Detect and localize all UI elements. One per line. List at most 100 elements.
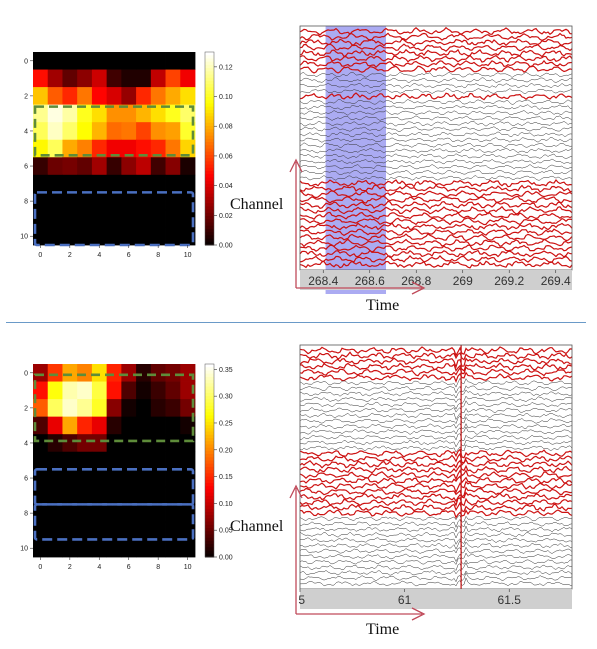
eeg-trace-highlighted [299, 497, 573, 507]
colorbar-segment [205, 151, 214, 156]
colorbar-segment [205, 171, 214, 175]
heatmap-cell [33, 451, 49, 470]
heatmap-cell [150, 104, 166, 123]
colorbar-segment [205, 466, 214, 471]
heatmap-cell [33, 174, 49, 193]
blue-dashed-box [33, 467, 195, 506]
colorbar-segment [205, 373, 214, 378]
heatmap-cell [47, 539, 63, 558]
heatmap-y-tick: 0 [24, 370, 28, 377]
heatmap-cell [165, 434, 181, 453]
eeg-trace-highlighted [299, 48, 573, 58]
heatmap-cell [136, 174, 152, 193]
heatmap-cell [33, 434, 49, 453]
heatmap-cell [180, 469, 196, 488]
eeg-trace [299, 131, 573, 138]
colorbar-segment [205, 180, 214, 185]
heatmap-cell [91, 227, 108, 246]
colorbar-segment [205, 489, 214, 494]
heatmap-y-tick: 6 [24, 476, 28, 483]
colorbar-segment [205, 209, 214, 214]
heatmap-cell [121, 451, 137, 470]
colorbar-tick: 0.02 [219, 213, 233, 220]
heatmap-cell [62, 157, 78, 176]
eeg-x-tick: 61 [398, 593, 412, 607]
heatmap-cell [91, 434, 108, 453]
eeg-trace [299, 539, 573, 550]
heatmap-cell [150, 209, 166, 228]
heatmap-cell [150, 486, 166, 505]
heatmap-cell [47, 122, 63, 141]
heatmap-cell [136, 192, 152, 211]
colorbar-segment [205, 68, 214, 72]
heatmap-cell [47, 52, 63, 70]
colorbar-tick: 0.10 [219, 94, 233, 101]
colorbar-tick: 0.10 [219, 501, 233, 508]
colorbar-segment [205, 454, 214, 458]
colorbar-tick: 0.12 [219, 64, 233, 71]
heatmap-cell [91, 139, 108, 158]
heatmap-cell [180, 209, 196, 228]
heatmap-cell [150, 434, 166, 453]
eeg-trace [299, 407, 573, 414]
heatmap-cell [180, 122, 196, 141]
heatmap-cell [33, 486, 49, 505]
heatmap-cell [47, 416, 63, 435]
eeg-trace [299, 426, 573, 435]
colorbar-frame [204, 51, 215, 246]
heatmap-y-tick: 0 [24, 58, 28, 65]
heatmap-cell [150, 539, 166, 558]
eeg-trace [299, 577, 573, 587]
heatmap-cell [121, 364, 137, 382]
eeg-trace-highlighted [299, 238, 573, 248]
colorbar-segment [205, 392, 214, 397]
heatmap-cell [91, 504, 108, 523]
heatmap-cell [91, 469, 108, 488]
eeg-trace [299, 164, 573, 170]
heatmap-cell [47, 504, 63, 523]
colorbar-segment [205, 537, 214, 542]
colorbar-segment [205, 470, 214, 474]
colorbar-segment [205, 142, 214, 146]
heatmap-y-tick: 6 [24, 164, 28, 171]
heatmap-cell [165, 157, 181, 176]
heatmap-cell [91, 209, 108, 228]
heatmap-cell [180, 69, 196, 88]
heatmap-cell [136, 486, 152, 505]
eeg-trace [299, 444, 573, 453]
eeg-x-tick: 269.4 [541, 274, 571, 288]
colorbar-segment [205, 52, 214, 56]
colorbar-segment [205, 544, 214, 548]
eeg-trace [299, 115, 573, 121]
heatmap-cell [121, 381, 137, 400]
heatmap-cell [62, 192, 78, 211]
heatmap-cell [77, 486, 93, 505]
colorbar-segment [205, 87, 214, 92]
eeg-trace-highlighted [299, 459, 573, 469]
heatmap-cell [121, 469, 137, 488]
heatmap-cell [150, 451, 166, 470]
eeg-x-tick: 268.6 [355, 274, 385, 288]
heatmap-y-tick: 8 [24, 199, 28, 206]
colorbar-segment [205, 164, 214, 169]
heatmap-x-tick: 4 [97, 252, 101, 259]
heatmap-cell [62, 174, 78, 193]
heatmap-cell [91, 174, 108, 193]
eeg-trace-highlighted [299, 233, 573, 242]
heatmap-cell [91, 364, 108, 382]
eeg-trace-highlighted [299, 43, 573, 52]
eeg-x-tick: 269.2 [494, 274, 524, 288]
heatmap-cell [62, 416, 78, 435]
eeg-trace-highlighted [299, 501, 573, 513]
colorbar-segment [205, 431, 214, 436]
eeg-trace-highlighted [299, 249, 573, 258]
heatmap-cell [91, 104, 108, 123]
colorbar-segment [205, 84, 214, 88]
eeg-trace [299, 531, 573, 539]
eeg-trace-highlighted [299, 211, 573, 220]
heatmap-cell [121, 504, 137, 523]
time-axis-strip [300, 270, 572, 290]
heatmap-cell [136, 227, 152, 246]
colorbar-segment [205, 547, 214, 552]
heatmap-cell [33, 192, 49, 211]
